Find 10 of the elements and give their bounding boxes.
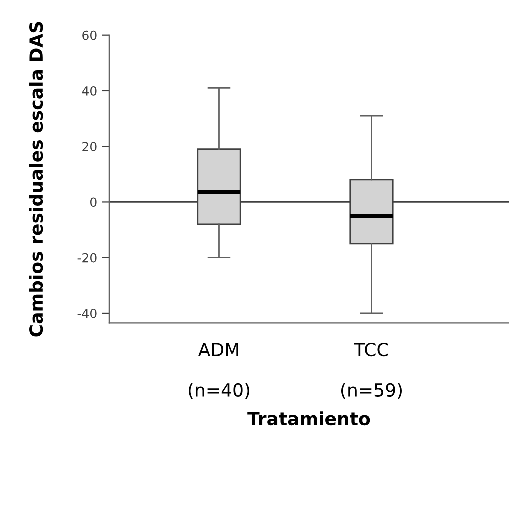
- category-label: TCC (n=59): [341, 342, 402, 400]
- y-tick-label: -40: [78, 308, 97, 318]
- y-tick-label: 0: [90, 198, 97, 208]
- y-tick-label: 60: [82, 30, 97, 40]
- category-label: ADM (n=40): [188, 343, 250, 400]
- y-tick-label: -20: [78, 253, 97, 263]
- y-axis-title: Cambios residuales escala DAS: [29, 22, 44, 337]
- y-tick-label: 40: [82, 86, 97, 96]
- x-axis-title: Tratamiento: [248, 412, 370, 426]
- y-tick-label: 20: [82, 142, 97, 152]
